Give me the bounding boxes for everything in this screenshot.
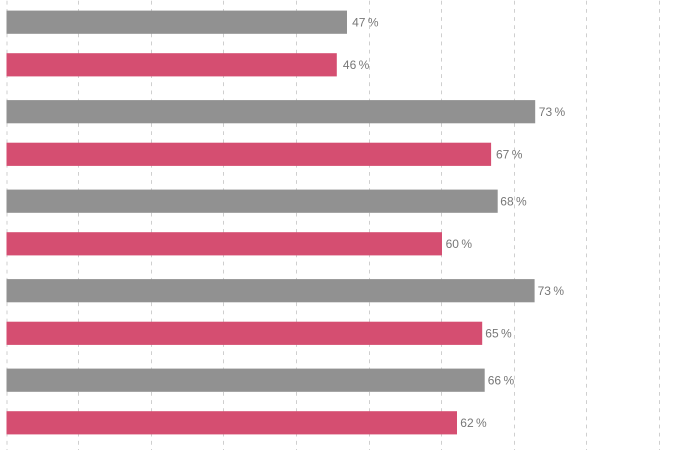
svg-text:67 %: 67 % <box>496 148 523 162</box>
svg-text:47 %: 47 % <box>352 16 379 30</box>
svg-text:66 %: 66 % <box>488 374 515 388</box>
svg-text:73 %: 73 % <box>538 284 565 298</box>
svg-text:68 %: 68 % <box>500 195 527 209</box>
svg-text:60 %: 60 % <box>446 237 473 251</box>
svg-text:65 %: 65 % <box>485 327 512 341</box>
svg-text:62 %: 62 % <box>460 416 487 430</box>
svg-text:73 %: 73 % <box>539 105 566 119</box>
svg-text:46 %: 46 % <box>343 58 370 72</box>
